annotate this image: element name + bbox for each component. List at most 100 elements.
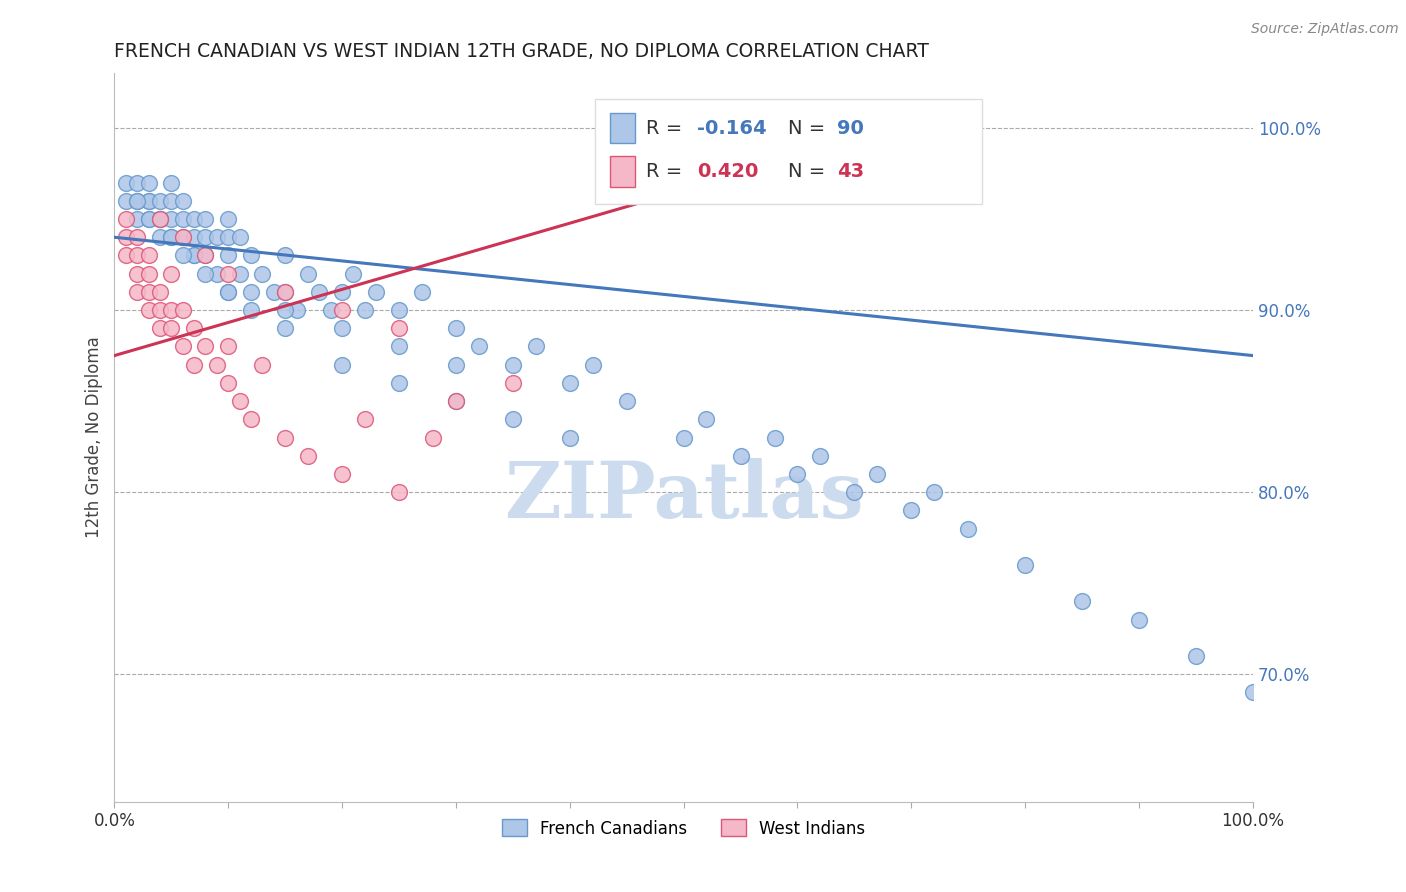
Point	[160, 176, 183, 190]
Point	[138, 303, 160, 318]
Point	[217, 248, 239, 262]
Text: 0.420: 0.420	[697, 162, 759, 181]
Point	[228, 267, 250, 281]
Point	[205, 358, 228, 372]
Point	[205, 267, 228, 281]
Point	[194, 267, 217, 281]
Point	[411, 285, 433, 299]
Point	[240, 248, 263, 262]
Point	[866, 467, 889, 481]
Point	[138, 267, 160, 281]
Point	[502, 358, 524, 372]
Point	[558, 376, 581, 390]
Point	[217, 285, 239, 299]
Point	[444, 358, 467, 372]
Point	[388, 339, 411, 353]
Point	[957, 522, 980, 536]
Point	[149, 321, 172, 335]
Point	[342, 267, 364, 281]
Bar	[610, 156, 634, 187]
Point	[127, 194, 149, 208]
Point	[160, 303, 183, 318]
Point	[194, 230, 217, 244]
Point	[1014, 558, 1036, 572]
Point	[581, 358, 603, 372]
Point	[114, 248, 136, 262]
Point	[160, 230, 183, 244]
Point	[502, 376, 524, 390]
Point	[422, 430, 444, 444]
Point	[285, 303, 308, 318]
Point	[138, 194, 160, 208]
Point	[228, 230, 250, 244]
Point	[274, 430, 297, 444]
Text: -0.164: -0.164	[697, 119, 766, 137]
Point	[240, 285, 263, 299]
Point	[274, 248, 297, 262]
Point	[127, 267, 149, 281]
Point	[138, 176, 160, 190]
Text: FRENCH CANADIAN VS WEST INDIAN 12TH GRADE, NO DIPLOMA CORRELATION CHART: FRENCH CANADIAN VS WEST INDIAN 12TH GRAD…	[114, 42, 929, 61]
Point	[149, 303, 172, 318]
Point	[160, 212, 183, 227]
Point	[205, 230, 228, 244]
Point	[467, 339, 489, 353]
Point	[149, 212, 172, 227]
Point	[138, 212, 160, 227]
Point	[160, 230, 183, 244]
Point	[194, 248, 217, 262]
Point	[695, 412, 717, 426]
Y-axis label: 12th Grade, No Diploma: 12th Grade, No Diploma	[86, 336, 103, 539]
Point	[922, 485, 945, 500]
Point	[308, 285, 330, 299]
Point	[172, 248, 194, 262]
Point	[183, 321, 205, 335]
Point	[444, 394, 467, 409]
Text: 90: 90	[838, 119, 865, 137]
Point	[160, 194, 183, 208]
Point	[319, 303, 342, 318]
Point	[114, 230, 136, 244]
Point	[114, 194, 136, 208]
Point	[444, 394, 467, 409]
Point	[217, 267, 239, 281]
Text: ZIPatlas: ZIPatlas	[503, 458, 863, 533]
Point	[127, 230, 149, 244]
Point	[388, 485, 411, 500]
Point	[354, 412, 377, 426]
Text: Source: ZipAtlas.com: Source: ZipAtlas.com	[1251, 22, 1399, 37]
Point	[1071, 594, 1094, 608]
Point	[138, 248, 160, 262]
Point	[172, 303, 194, 318]
Point	[808, 449, 831, 463]
Point	[138, 194, 160, 208]
Point	[172, 230, 194, 244]
Point	[183, 230, 205, 244]
Point	[730, 449, 752, 463]
Point	[149, 212, 172, 227]
Text: N =: N =	[789, 162, 832, 181]
Point	[274, 303, 297, 318]
FancyBboxPatch shape	[595, 99, 981, 204]
Point	[297, 449, 319, 463]
Point	[127, 194, 149, 208]
Text: N =: N =	[789, 119, 832, 137]
Point	[172, 212, 194, 227]
Point	[127, 176, 149, 190]
Text: R =: R =	[645, 119, 689, 137]
Point	[228, 394, 250, 409]
Point	[127, 285, 149, 299]
Point	[172, 194, 194, 208]
Point	[274, 285, 297, 299]
Point	[194, 339, 217, 353]
Point	[1185, 648, 1208, 663]
Point	[138, 285, 160, 299]
Point	[330, 467, 353, 481]
Point	[330, 321, 353, 335]
Point	[672, 430, 695, 444]
Point	[388, 321, 411, 335]
Point	[160, 267, 183, 281]
Point	[786, 467, 808, 481]
Point	[252, 358, 274, 372]
Point	[502, 412, 524, 426]
